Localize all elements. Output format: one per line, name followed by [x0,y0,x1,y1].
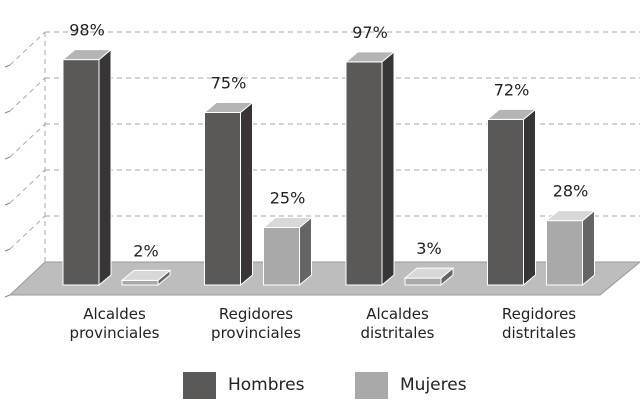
bar-top [262,217,313,228]
bar [403,267,455,287]
bar-side [582,209,595,287]
legend-swatch [183,372,216,399]
value-label: 2% [133,241,158,260]
x-tick-label: Regidores provinciales [211,305,301,342]
bar-side [98,48,112,287]
legend-label: Hombres [228,375,305,395]
tick-mark [4,248,11,252]
bar [486,108,537,287]
bar-top [403,267,455,279]
grid-line [9,31,46,66]
bar-top [120,269,172,281]
tick-mark [4,202,11,206]
bar [344,50,396,287]
bar-front [263,227,300,286]
value-label: 75% [211,74,247,93]
legend-swatch [355,372,388,399]
bar [203,101,254,287]
tick-mark [4,64,11,68]
grid-line [9,77,46,112]
grid-line [9,169,46,204]
bar-side [240,101,253,287]
legend-label: Mujeres [400,375,467,395]
bar-front [204,112,241,286]
bar-front [487,118,524,286]
bar-top [486,108,537,120]
bar [545,209,596,287]
bar-front [546,220,583,286]
bar-top [344,51,396,63]
tick-mark [4,294,11,298]
bar-side [381,50,395,287]
value-label: 97% [352,23,388,42]
bar [120,269,172,287]
tick-mark [4,156,11,160]
tick-mark [4,110,11,114]
value-label: 25% [270,189,306,208]
bar-front [404,277,442,286]
bar-side [523,108,536,287]
x-tick-label: Alcaldes provinciales [69,305,160,342]
bar-top [61,49,113,61]
value-label: 28% [553,182,589,201]
bar [61,48,113,287]
value-label: 98% [69,21,105,40]
bar-front [345,61,383,286]
bar-side [299,216,312,287]
bar-top [203,102,254,113]
x-tick-label: Alcaldes distritales [360,305,435,342]
grid-line [9,215,46,250]
value-label: 72% [494,80,530,99]
bar-front [62,59,100,286]
bar-top [545,210,596,222]
x-tick-label: Regidores distritales [501,305,577,342]
bar-front [121,279,159,286]
grid-line [9,123,46,158]
value-label: 3% [416,239,441,258]
bar [262,216,313,287]
